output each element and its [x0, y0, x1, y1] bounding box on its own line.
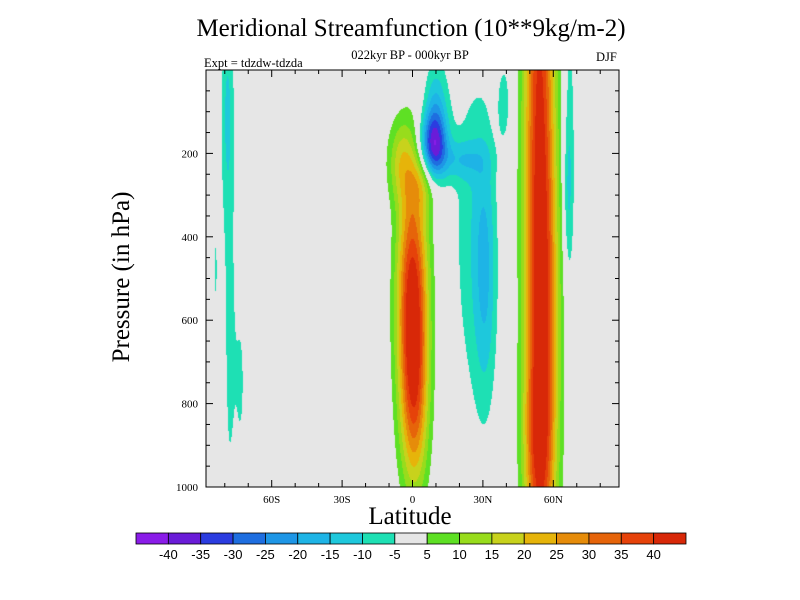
colorbar-swatch: [459, 532, 493, 545]
y-axis-tick-labels: 200 400 600 800 1000: [176, 148, 199, 494]
x-tick-label: 0: [410, 494, 416, 506]
colorbar-label: -30: [224, 547, 243, 562]
colorbar-swatch: [556, 532, 590, 545]
colorbar-swatch: [329, 532, 363, 545]
colorbar-label: -40: [159, 547, 178, 562]
colorbar-label: 40: [646, 547, 660, 562]
x-axis-tick-labels: 60S 30S 0 30N 60N: [263, 494, 563, 506]
x-tick-label: 60N: [544, 494, 563, 506]
y-tick-label: 200: [182, 148, 199, 160]
colorbar-label: -5: [389, 547, 401, 562]
experiment-label: Expt = tdzdw-tdzda: [204, 56, 303, 70]
colorbar-label: 5: [424, 547, 431, 562]
colorbar-swatch: [297, 532, 331, 545]
colorbar-label: -20: [288, 547, 307, 562]
colorbar-label: -10: [353, 547, 372, 562]
colorbar-swatch: [491, 532, 525, 545]
colorbar-swatch: [135, 532, 169, 545]
colorbar-label: 35: [614, 547, 628, 562]
colorbar-label: -35: [191, 547, 210, 562]
colorbar-swatch: [200, 532, 234, 545]
colorbar-label: -25: [256, 547, 275, 562]
y-tick-label: 400: [182, 232, 199, 244]
colorbar-swatch: [620, 532, 655, 545]
colorbar-label: 20: [517, 547, 531, 562]
y-axis-label: Pressure (in hPa): [108, 191, 135, 363]
colorbar: -40 -35 -30 -25 -20 -15 -10 -5 5 10 15 20 25 30 35 40: [135, 532, 687, 562]
chart-title: Meridional Streamfunction (10**9kg/m-2): [196, 15, 626, 42]
colorbar-label: 10: [452, 547, 466, 562]
colorbar-swatch: [167, 532, 202, 545]
colorbar-swatch: [232, 532, 266, 545]
colorbar-swatch: [426, 532, 460, 545]
colorbar-swatch: [265, 532, 299, 545]
season-label: DJF: [596, 50, 617, 64]
colorbar-label: -15: [321, 547, 340, 562]
chart-subtitle: 022kyr BP - 000kyr BP: [351, 48, 469, 62]
colorbar-label: 25: [549, 547, 563, 562]
x-tick-label: 30N: [473, 494, 492, 506]
colorbar-swatch: [588, 532, 622, 545]
colorbar-swatch: [523, 532, 557, 545]
y-tick-label: 1000: [176, 482, 199, 494]
colorbar-label: 15: [485, 547, 499, 562]
x-axis-label: Latitude: [368, 503, 452, 530]
colorbar-swatch: [394, 532, 428, 545]
x-tick-label: 30S: [334, 494, 351, 506]
y-tick-label: 800: [182, 399, 199, 411]
plot-frame: [205, 69, 620, 488]
x-tick-label: 60S: [263, 494, 280, 506]
axis-ticks: [206, 70, 619, 488]
colorbar-swatch: [653, 532, 687, 545]
colorbar-swatch: [362, 532, 396, 545]
colorbar-label: 30: [582, 547, 596, 562]
streamfunction-field: [206, 70, 619, 487]
y-tick-label: 600: [182, 315, 199, 327]
